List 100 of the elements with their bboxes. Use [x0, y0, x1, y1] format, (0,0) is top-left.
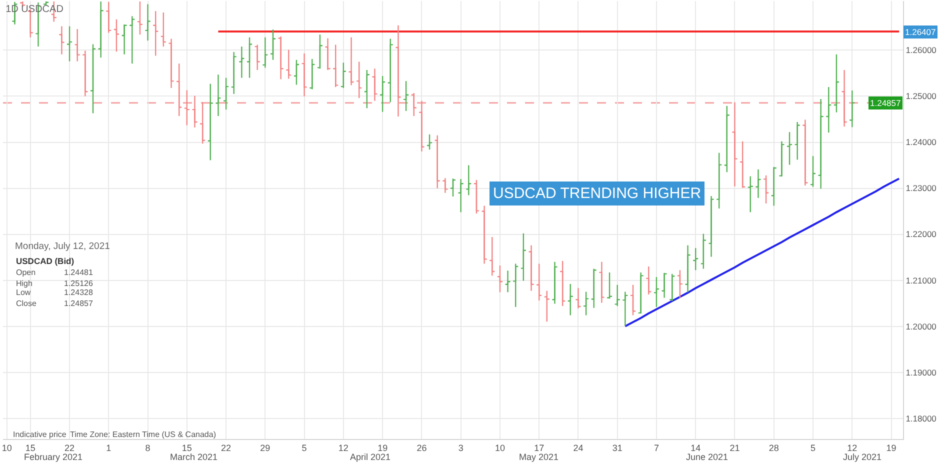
candlestick: [528, 244, 534, 292]
candlestick: [818, 98, 824, 190]
y-tick-label: 1.18000: [906, 413, 937, 424]
candlestick: [379, 75, 386, 112]
candlestick: [700, 233, 707, 270]
annotation: Time Zone: Eastern Time (US & Canada): [70, 430, 216, 439]
x-tick-label: 22: [64, 442, 75, 453]
annotation: Low: [16, 288, 31, 297]
candlestick: [434, 134, 440, 189]
candlestick: [653, 276, 660, 308]
candlestick: [230, 51, 237, 95]
candlestick: [747, 176, 754, 213]
x-tick-label: 26: [416, 442, 427, 453]
candlestick: [199, 102, 206, 144]
candlestick: [82, 50, 88, 97]
text: July 2021: [843, 452, 882, 462]
candlestick: [387, 38, 394, 103]
x-tick-label: 5: [810, 442, 816, 453]
x-tick-label: 28: [768, 442, 779, 453]
candlestick: [708, 195, 714, 258]
candlestick: [136, 1, 144, 36]
candlestick: [567, 283, 574, 316]
candlestick: [544, 290, 550, 322]
candlestick: [755, 168, 762, 199]
candlestick: [473, 179, 480, 214]
candlestick: [606, 272, 613, 300]
candlestick: [512, 263, 519, 308]
y-tick-label: 1.26000: [906, 45, 937, 56]
candlestick: [113, 18, 120, 52]
candlestick: [778, 140, 785, 177]
candlestick: [215, 74, 222, 117]
candlestick: [152, 10, 159, 56]
x-tick-label: 10: [494, 442, 505, 453]
candlestick: [58, 26, 65, 55]
candlestick: [402, 80, 410, 112]
y-tick-label: 1.21000: [906, 275, 937, 286]
candlestick: [90, 44, 96, 114]
x-tick-label: 15: [182, 442, 192, 453]
text: April 2021: [350, 452, 391, 462]
y-tick-label: 1.19000: [906, 367, 937, 378]
candlestick: [410, 92, 417, 117]
candlestick: [301, 52, 308, 97]
candlestick: [739, 140, 746, 188]
candlestick: [270, 28, 276, 60]
annotation: 1.24481: [64, 268, 94, 277]
candlestick: [160, 12, 167, 48]
candlestick: [372, 68, 378, 102]
candlestick: [732, 102, 738, 188]
candlestick: [262, 36, 268, 68]
candlestick: [770, 166, 777, 206]
candlestick: [614, 284, 620, 307]
candlestick: [332, 44, 339, 88]
candlestick: [661, 272, 668, 298]
annotation: Open: [16, 268, 36, 277]
candlestick: [184, 90, 190, 126]
candlestick: [293, 59, 300, 86]
x-tick-label: 31: [612, 442, 622, 453]
y-tick-label: 1.22000: [906, 229, 937, 240]
candlestick: [340, 62, 347, 89]
x-tick-label: 21: [730, 442, 740, 453]
candlestick: [286, 49, 292, 80]
x-tick-label: 12: [338, 442, 348, 453]
candlestick: [450, 178, 456, 198]
candlestick: [129, 16, 136, 64]
candlestick: [794, 121, 800, 160]
annotation: 1.25126: [64, 279, 94, 288]
candlestick: [833, 54, 840, 113]
candlestick: [364, 69, 370, 109]
candlestick: [98, 1, 104, 58]
x-tick-label: 12: [847, 442, 858, 453]
candlestick: [630, 284, 636, 316]
candlestick: [466, 164, 472, 196]
candlestick: [849, 90, 856, 128]
candlestick: [168, 38, 174, 89]
candlestick: [426, 134, 433, 150]
candlestick: [356, 61, 362, 99]
candlestick: [254, 44, 260, 71]
candlestick: [418, 100, 425, 152]
x-tick-label: 5: [302, 442, 307, 453]
text: June 2021: [686, 452, 728, 462]
candlestick: [395, 24, 402, 118]
ref-line-label: 1.24857: [870, 98, 901, 108]
candlestick: [590, 268, 597, 308]
annotation: Monday, July 12, 2021: [15, 241, 110, 252]
candlestick: [458, 178, 464, 213]
annotation: Indicative price: [13, 430, 67, 439]
x-tick-label: 8: [145, 442, 150, 453]
candlestick: [826, 86, 832, 134]
candlestick: [669, 273, 676, 302]
candlestick: [810, 155, 816, 188]
candlestick: [66, 26, 73, 62]
candlestick: [192, 95, 198, 128]
candlestick: [504, 270, 511, 293]
candlestick: [278, 36, 284, 80]
x-tick-label: 1: [106, 442, 112, 453]
candlestick: [106, 1, 112, 34]
candlestick: [684, 244, 691, 293]
candlestick: [74, 28, 80, 62]
candlestick: [481, 205, 488, 264]
annotation: Close: [16, 299, 38, 308]
